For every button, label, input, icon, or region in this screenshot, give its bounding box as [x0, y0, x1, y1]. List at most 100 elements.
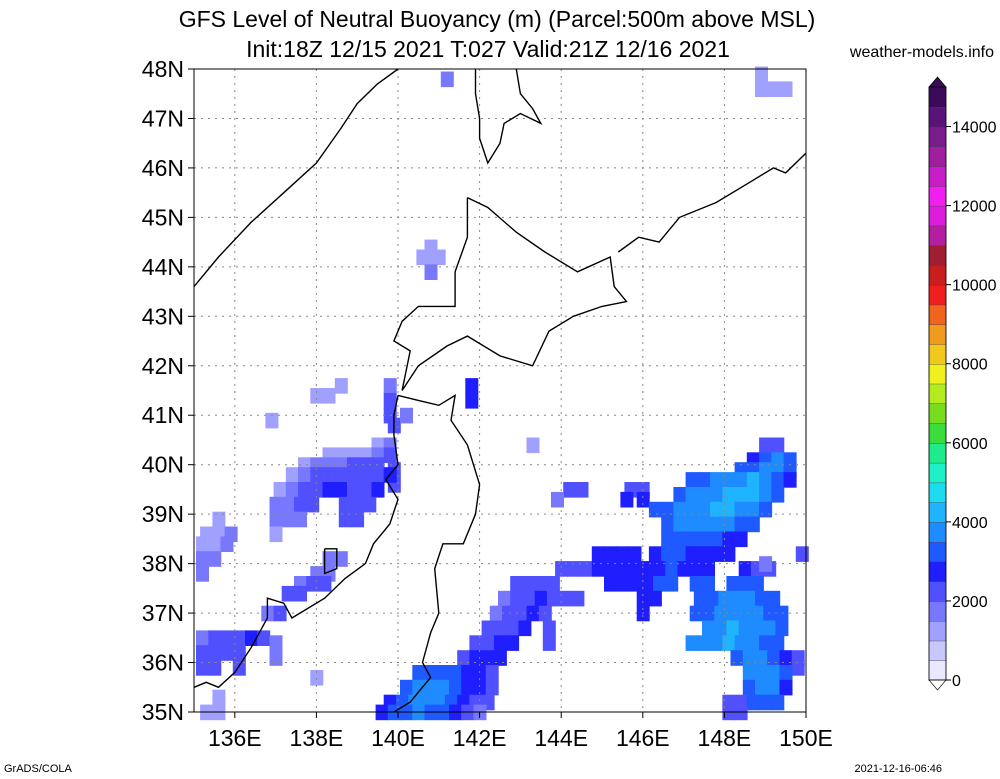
field-cell	[648, 546, 662, 562]
field-cell	[734, 635, 748, 651]
field-cell	[755, 679, 768, 696]
field-cell	[714, 620, 728, 637]
field-cell	[636, 491, 650, 508]
field-cell	[310, 670, 324, 686]
field-cell	[640, 561, 654, 577]
lat-label: 36N	[142, 650, 184, 676]
field-cell	[485, 679, 499, 696]
lat-label: 38N	[142, 551, 184, 577]
field-cell	[771, 694, 785, 711]
field-cell	[359, 482, 373, 498]
field-cell	[383, 378, 397, 394]
field-cell	[473, 679, 487, 696]
field-cell	[546, 576, 560, 592]
field-cell	[722, 635, 736, 651]
field-cell	[449, 665, 462, 681]
field-cell	[285, 467, 299, 483]
field-cell	[685, 531, 699, 548]
colorbar-segment	[928, 126, 947, 147]
lon-label: 146E	[616, 725, 670, 751]
field-cell	[685, 635, 699, 651]
field-cell	[767, 81, 781, 97]
field-cell	[685, 501, 699, 518]
field-cell	[220, 630, 234, 646]
field-cell	[779, 81, 793, 97]
lat-label: 47N	[142, 105, 184, 131]
field-cell	[673, 531, 687, 548]
field-cell	[269, 650, 283, 666]
colorbar-segment	[928, 343, 947, 365]
field-cell	[710, 531, 724, 548]
colorbar-segment	[928, 403, 947, 424]
field-cell	[673, 501, 687, 518]
field-cell	[722, 546, 736, 562]
field-cell	[371, 467, 385, 483]
field-cells	[196, 66, 809, 721]
field-cell	[294, 585, 307, 602]
field-cell	[636, 590, 650, 607]
colorbar-segment	[928, 581, 947, 602]
field-cell	[322, 551, 336, 567]
field-cell	[196, 645, 209, 661]
field-cell	[734, 531, 748, 548]
field-cell	[526, 605, 540, 622]
field-cell	[196, 536, 209, 552]
field-cell	[702, 620, 715, 637]
field-cell	[465, 393, 479, 409]
colorbar-segment	[928, 264, 947, 286]
field-cell	[383, 393, 397, 409]
colorbar-segment	[928, 501, 947, 523]
colorbar-segment	[928, 106, 947, 128]
field-cell	[281, 511, 295, 528]
field-cell	[542, 635, 556, 651]
field-cell	[334, 551, 348, 567]
field-cell	[465, 378, 479, 394]
field-cell	[726, 576, 740, 592]
field-cell	[567, 561, 581, 577]
field-cell	[710, 546, 724, 562]
field-cell	[502, 605, 515, 622]
colorbar-segment	[928, 640, 947, 661]
field-cell	[579, 561, 593, 577]
field-cell	[771, 635, 785, 651]
footer-timestamp: 2021-12-16-06:46	[854, 763, 942, 775]
field-cell	[273, 605, 287, 622]
field-cell	[763, 620, 777, 637]
field-cell	[400, 407, 413, 424]
field-cell	[689, 576, 703, 592]
field-cell	[306, 496, 320, 513]
field-cell	[628, 546, 642, 562]
field-cell	[212, 511, 226, 528]
field-cell	[481, 650, 495, 666]
field-cell	[746, 516, 760, 533]
field-cell	[281, 585, 295, 602]
field-cell	[347, 482, 360, 498]
field-cell	[196, 660, 209, 676]
field-cell	[759, 556, 773, 572]
field-cell	[616, 576, 630, 592]
field-cell	[697, 472, 711, 488]
field-cell	[208, 645, 222, 661]
field-cell	[461, 679, 475, 696]
colorbar-segment	[928, 541, 947, 563]
field-cell	[208, 536, 222, 552]
field-cell	[534, 590, 548, 607]
field-cell	[298, 482, 311, 498]
colorbar-label: 14000	[952, 120, 997, 137]
colorbar-segment	[928, 561, 947, 582]
map-frame	[193, 68, 807, 713]
field-cell	[318, 576, 332, 592]
field-cell	[697, 546, 711, 562]
field-cell	[767, 590, 781, 607]
lat-label: 35N	[142, 699, 184, 725]
colorbar-label: 4000	[952, 515, 988, 532]
field-cell	[661, 516, 675, 533]
field-cell	[310, 388, 324, 404]
field-cell	[718, 590, 732, 607]
field-cell	[424, 665, 438, 681]
field-cell	[616, 561, 630, 577]
field-cell	[685, 487, 699, 503]
field-cell	[449, 679, 462, 696]
field-cell	[783, 472, 797, 488]
field-cell	[767, 679, 781, 696]
